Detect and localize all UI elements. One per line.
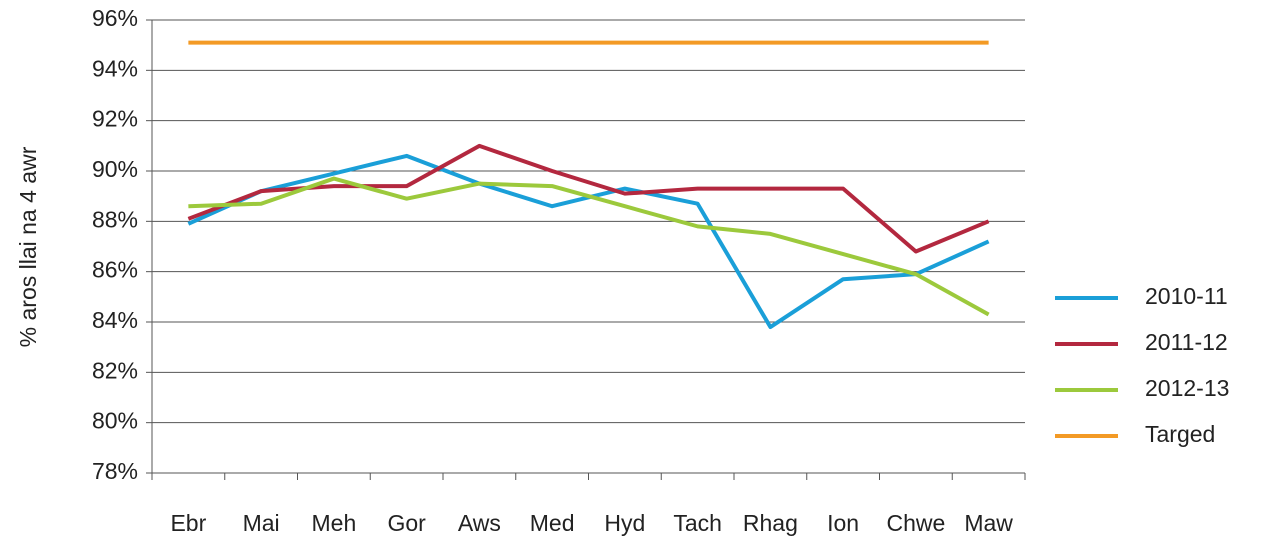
- y-tick-label: 94%: [92, 55, 138, 81]
- legend-label: 2010-11: [1145, 283, 1228, 309]
- y-tick-label: 84%: [92, 307, 138, 333]
- x-tick-label: Ion: [827, 510, 859, 536]
- legend-label: 2011-12: [1145, 329, 1228, 355]
- x-tick-label: Mai: [243, 510, 280, 536]
- x-tick-label: Rhag: [743, 510, 798, 536]
- y-tick-label: 82%: [92, 357, 138, 383]
- x-tick-label: Hyd: [604, 510, 645, 536]
- legend-label: Targed: [1145, 421, 1215, 447]
- x-tick-label: Meh: [312, 510, 357, 536]
- y-tick-label: 96%: [92, 5, 138, 31]
- x-tick-label: Maw: [964, 510, 1013, 536]
- x-tick-label: Aws: [458, 510, 501, 536]
- y-tick-label: 88%: [92, 206, 138, 232]
- x-tick-label: Med: [530, 510, 575, 536]
- x-tick-label: Tach: [673, 510, 722, 536]
- y-tick-label: 92%: [92, 106, 138, 132]
- y-tick-label: 78%: [92, 458, 138, 484]
- y-axis-label: % aros llai na 4 awr: [15, 146, 41, 347]
- x-tick-label: Gor: [387, 510, 426, 536]
- y-tick-label: 80%: [92, 408, 138, 434]
- series-line: [187, 143, 990, 254]
- y-tick-label: 86%: [92, 257, 138, 283]
- x-tick-label: Chwe: [886, 510, 945, 536]
- legend-label: 2012-13: [1145, 375, 1229, 401]
- series-line: [188, 176, 990, 317]
- x-tick-label: Ebr: [170, 510, 206, 536]
- y-tick-label: 90%: [92, 156, 138, 182]
